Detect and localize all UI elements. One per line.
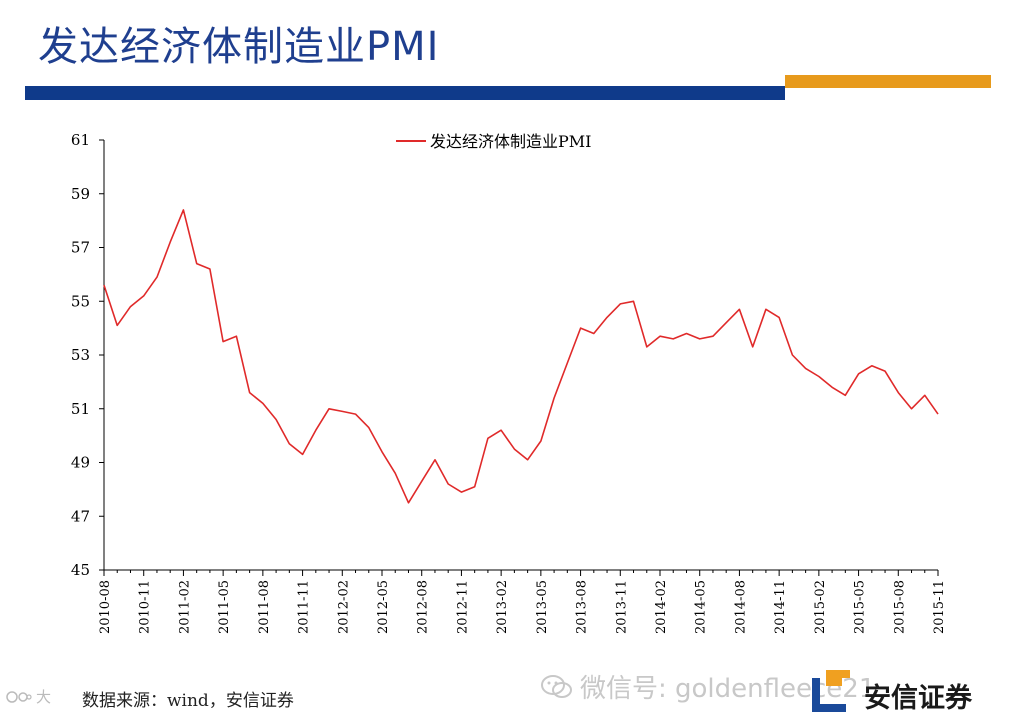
chart-axes	[103, 140, 938, 571]
x-tick-label: 2015-05	[853, 580, 868, 634]
weibo-icon	[6, 691, 32, 703]
x-tick-label: 2014-11	[773, 580, 788, 634]
x-tick-label: 2015-08	[892, 580, 907, 634]
source-note: 数据来源：wind，安信证券	[82, 691, 294, 711]
y-tick-label: 61	[71, 131, 90, 149]
x-tick-label: 2011-11	[297, 580, 312, 634]
logo-text: 安信证券	[864, 683, 972, 714]
x-tick-label: 2011-08	[257, 580, 272, 634]
company-logo: 安信证券	[812, 670, 1002, 714]
corner-watermark: 大	[6, 686, 51, 707]
x-tick-label: 2013-08	[575, 580, 590, 634]
x-tick-label: 2011-05	[217, 580, 232, 634]
x-tick-label: 2013-02	[495, 580, 510, 634]
slide-title: 发达经济体制造业PMI	[38, 24, 440, 70]
y-tick-label: 59	[71, 185, 90, 203]
series-line	[103, 209, 939, 504]
y-tick-label: 57	[71, 239, 90, 257]
y-tick-label: 49	[71, 454, 90, 472]
x-tick-label: 2015-11	[932, 580, 947, 634]
x-tick-label: 2012-05	[376, 580, 391, 634]
chart-legend: 发达经济体制造业PMI	[396, 132, 591, 151]
legend-label: 发达经济体制造业PMI	[430, 132, 591, 151]
logo-mark-icon	[812, 670, 850, 712]
x-tick-label: 2010-08	[98, 580, 113, 634]
header-bar-blue	[25, 86, 785, 100]
y-tick-label: 53	[71, 346, 90, 364]
x-tick-label: 2014-05	[694, 580, 709, 634]
x-tick-label: 2014-08	[733, 580, 748, 634]
y-tick-label: 55	[71, 292, 90, 310]
x-tick-label: 2011-02	[177, 580, 192, 634]
x-axis-ticks: 2010-08 2010-11 2011-02 2011-05 2011-08 2011-…	[98, 570, 947, 634]
x-tick-label: 2010-11	[138, 580, 153, 634]
x-tick-label: 2014-02	[654, 580, 669, 634]
corner-watermark-text: 大	[36, 688, 52, 706]
y-tick-label: 45	[71, 561, 90, 579]
y-tick-label: 51	[71, 400, 90, 418]
x-tick-label: 2013-11	[614, 580, 629, 634]
x-tick-label: 2015-02	[813, 580, 828, 634]
header-bar-orange	[785, 75, 991, 88]
wechat-icon	[541, 675, 572, 698]
x-tick-label: 2012-11	[455, 580, 470, 634]
y-tick-label: 47	[71, 507, 90, 525]
x-tick-label: 2013-05	[535, 580, 550, 634]
x-tick-label: 2012-02	[336, 580, 351, 634]
y-axis-ticks: 45 47 49 51 53 55 57 59 61	[71, 131, 104, 579]
chart-series	[103, 209, 939, 504]
x-tick-label: 2012-08	[416, 580, 431, 634]
